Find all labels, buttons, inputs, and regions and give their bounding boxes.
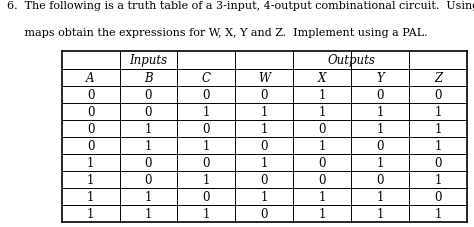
Text: B: B [144, 71, 153, 84]
Text: 0: 0 [145, 88, 152, 101]
Text: Inputs: Inputs [129, 54, 167, 67]
Text: 0: 0 [87, 122, 94, 135]
Text: 1: 1 [434, 122, 442, 135]
Text: Y: Y [376, 71, 384, 84]
Text: 1: 1 [261, 156, 268, 169]
Text: 1: 1 [319, 88, 326, 101]
Text: 1: 1 [434, 173, 442, 186]
Text: 1: 1 [434, 105, 442, 118]
Text: 1: 1 [145, 139, 152, 152]
Text: 0: 0 [261, 139, 268, 152]
Text: 0: 0 [434, 156, 442, 169]
Text: 1: 1 [376, 190, 384, 203]
Text: 0: 0 [202, 88, 210, 101]
Text: 1: 1 [319, 207, 326, 220]
Text: 0: 0 [145, 173, 152, 186]
Text: 0: 0 [202, 190, 210, 203]
Text: 1: 1 [376, 122, 384, 135]
Text: 1: 1 [87, 207, 94, 220]
Text: 1: 1 [261, 122, 268, 135]
Text: 0: 0 [87, 88, 94, 101]
Text: X: X [318, 71, 326, 84]
Text: 1: 1 [261, 105, 268, 118]
Text: 0: 0 [87, 139, 94, 152]
Text: 1: 1 [145, 190, 152, 203]
Text: 0: 0 [376, 173, 384, 186]
Text: 0: 0 [434, 88, 442, 101]
Text: 0: 0 [202, 156, 210, 169]
Text: 0: 0 [376, 139, 384, 152]
Text: 1: 1 [319, 190, 326, 203]
Text: 0: 0 [87, 105, 94, 118]
Text: 1: 1 [319, 139, 326, 152]
Text: W: W [258, 71, 270, 84]
Text: 1: 1 [87, 156, 94, 169]
Text: 1: 1 [145, 122, 152, 135]
Text: 1: 1 [203, 207, 210, 220]
Text: 1: 1 [434, 139, 442, 152]
Text: 0: 0 [319, 156, 326, 169]
Text: 1: 1 [203, 173, 210, 186]
Text: 0: 0 [319, 173, 326, 186]
Text: 6.  The following is a truth table of a 3-input, 4-output combinational circuit.: 6. The following is a truth table of a 3… [7, 1, 474, 11]
Text: 1: 1 [376, 207, 384, 220]
Text: Outputs: Outputs [327, 54, 375, 67]
Text: Z: Z [434, 71, 442, 84]
Text: 1: 1 [261, 190, 268, 203]
Text: 0: 0 [261, 207, 268, 220]
Text: A: A [86, 71, 95, 84]
Text: 1: 1 [145, 207, 152, 220]
Text: 1: 1 [434, 207, 442, 220]
Text: 1: 1 [87, 173, 94, 186]
Text: 0: 0 [434, 190, 442, 203]
Text: 0: 0 [319, 122, 326, 135]
Text: 0: 0 [145, 156, 152, 169]
Text: 0: 0 [376, 88, 384, 101]
Text: 1: 1 [319, 105, 326, 118]
Text: 0: 0 [145, 105, 152, 118]
Text: 0: 0 [202, 122, 210, 135]
Text: 1: 1 [203, 139, 210, 152]
Text: 1: 1 [87, 190, 94, 203]
Text: 1: 1 [376, 156, 384, 169]
Text: 0: 0 [261, 173, 268, 186]
Text: 1: 1 [376, 105, 384, 118]
Text: maps obtain the expressions for W, X, Y and Z.  Implement using a PAL.: maps obtain the expressions for W, X, Y … [7, 27, 428, 37]
Text: C: C [202, 71, 211, 84]
Text: 1: 1 [203, 105, 210, 118]
Text: 0: 0 [261, 88, 268, 101]
